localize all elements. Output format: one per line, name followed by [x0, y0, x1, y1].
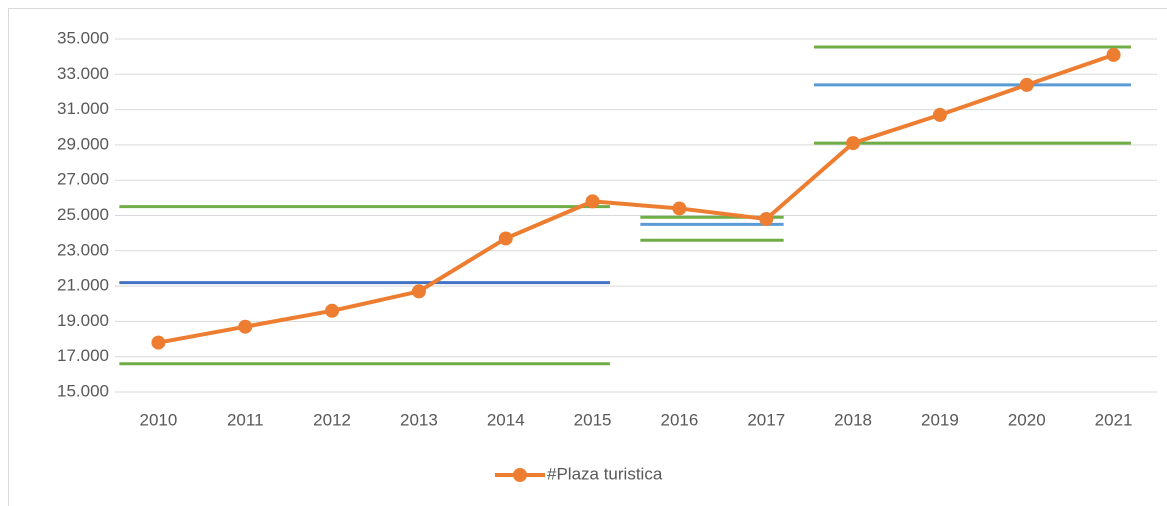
data-point: [1019, 77, 1034, 92]
legend-marker: [513, 468, 527, 482]
data-point: [585, 194, 600, 209]
legend-label: #Plaza turistica: [547, 464, 663, 483]
chart-border: [8, 8, 1167, 506]
y-tick-label: 29.000: [57, 134, 109, 153]
data-point: [151, 335, 166, 350]
x-tick-label: 2013: [400, 410, 438, 429]
data-point: [672, 201, 687, 216]
x-tick-label: 2011: [227, 410, 264, 429]
y-tick-label: 15.000: [57, 381, 109, 400]
data-point: [498, 231, 513, 246]
series-line: [158, 52, 1115, 345]
x-tick-label: 2019: [921, 410, 959, 429]
data-point: [238, 319, 253, 334]
y-tick-label: 25.000: [57, 205, 109, 224]
y-tick-label: 17.000: [57, 346, 109, 365]
y-tick-label: 35.000: [57, 28, 109, 47]
data-point: [1106, 47, 1121, 62]
data-point: [759, 212, 774, 227]
x-tick-label: 2012: [313, 410, 351, 429]
data-point: [932, 107, 947, 122]
y-tick-label: 19.000: [57, 311, 109, 330]
x-tick-label: 2021: [1095, 410, 1133, 429]
x-tick-label: 2020: [1008, 410, 1046, 429]
x-tick-label: 2015: [574, 410, 612, 429]
x-tick-label: 2010: [140, 410, 178, 429]
y-tick-label: 23.000: [57, 240, 109, 259]
y-tick-label: 31.000: [57, 99, 109, 118]
y-tick-label: 21.000: [57, 276, 109, 295]
data-point: [846, 136, 861, 151]
x-tick-label: 2017: [747, 410, 785, 429]
data-point: [411, 284, 426, 299]
y-tick-label: 33.000: [57, 64, 109, 83]
data-point: [325, 303, 340, 318]
y-tick-label: 27.000: [57, 170, 109, 189]
x-tick-label: 2016: [661, 410, 699, 429]
x-tick-label: 2018: [834, 410, 872, 429]
x-tick-label: 2014: [487, 410, 525, 429]
